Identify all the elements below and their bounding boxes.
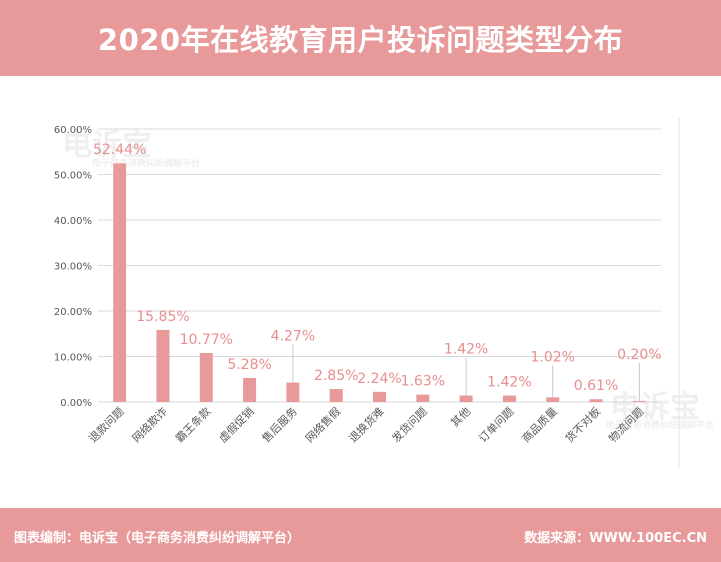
x-category-label: 货不对板 [562,404,603,445]
chart-title: 2020年在线教育用户投诉问题类型分布 [97,23,624,57]
watermark-sub-top: 电子商务消费纠纷调解平台 [92,159,201,169]
data-label: 2.24% [357,371,401,387]
watermark-logo-top: 电诉宝 [62,128,152,163]
bar [502,395,516,402]
bar [546,397,560,402]
data-label: 2.85% [314,368,358,384]
bar [199,352,213,402]
y-tick-label: 20.00% [54,307,92,318]
bar [416,394,430,402]
x-category-label: 霸王条款 [172,404,213,445]
data-label: 52.44% [93,142,146,158]
y-tick-label: 30.00% [54,262,92,273]
footer-banner: 图表编制：电诉宝（电子商务消费纠纷调解平台） 数据来源：WWW.100EC.CN [0,508,721,562]
watermark-logo-bottom: 电诉宝 [610,390,700,425]
x-category-label: 网络欺诈 [129,404,170,445]
x-category-label: 退款问题 [86,404,127,445]
y-tick-label: 60.00% [54,125,92,136]
x-category-label: 订单问题 [476,405,516,445]
bar [589,399,603,402]
x-category-label: 发货问题 [389,404,430,445]
data-label: 0.61% [574,378,618,394]
x-category-label: 商品质量 [519,404,560,445]
x-category-label: 虚假促销 [216,404,257,445]
y-tick-label: 10.00% [54,353,92,364]
bar [286,382,300,402]
bar-chart: 0.00% 10.00% 20.00% 30.00% 40.00% 50.00% 60.00… [54,118,680,468]
data-label: 10.77% [180,332,233,348]
bar [113,163,127,402]
bar [459,395,473,402]
x-category-label: 其他 [448,405,473,430]
data-label: 4.27% [271,329,315,345]
bar [243,377,257,402]
bar [373,391,386,402]
bar [156,329,170,402]
data-label: 1.63% [401,374,445,390]
x-category-label: 网络售假 [302,404,343,445]
x-category-label: 物流问题 [605,404,646,445]
y-tick-label: 0.00% [60,398,92,409]
data-label: 1.42% [444,342,488,358]
data-label: 1.42% [487,375,531,391]
bar [632,401,646,402]
footer-editor: 图表编制：电诉宝（电子商务消费纠纷调解平台） [14,531,301,546]
footer-source: 数据来源：WWW.100EC.CN [524,531,707,546]
title-banner: 2020年在线教育用户投诉问题类型分布 [0,0,721,76]
data-label: 1.02% [530,349,574,365]
bar [329,389,343,402]
y-tick-label: 50.00% [54,171,92,182]
x-category-label: 退换货难 [346,404,387,445]
chart-area: 电诉宝 电子商务消费纠纷调解平台 电诉宝 电子商务消费纠纷调解平台 0.00% 1… [0,76,721,508]
data-label: 15.85% [136,309,189,325]
x-category-label: 售后服务 [259,404,300,445]
y-tick-label: 40.00% [54,216,92,227]
data-label: 5.28% [227,357,271,373]
data-label: 0.20% [617,347,661,363]
watermark-sub-bottom: 电子商务消费纠纷调解平台 [606,421,715,431]
